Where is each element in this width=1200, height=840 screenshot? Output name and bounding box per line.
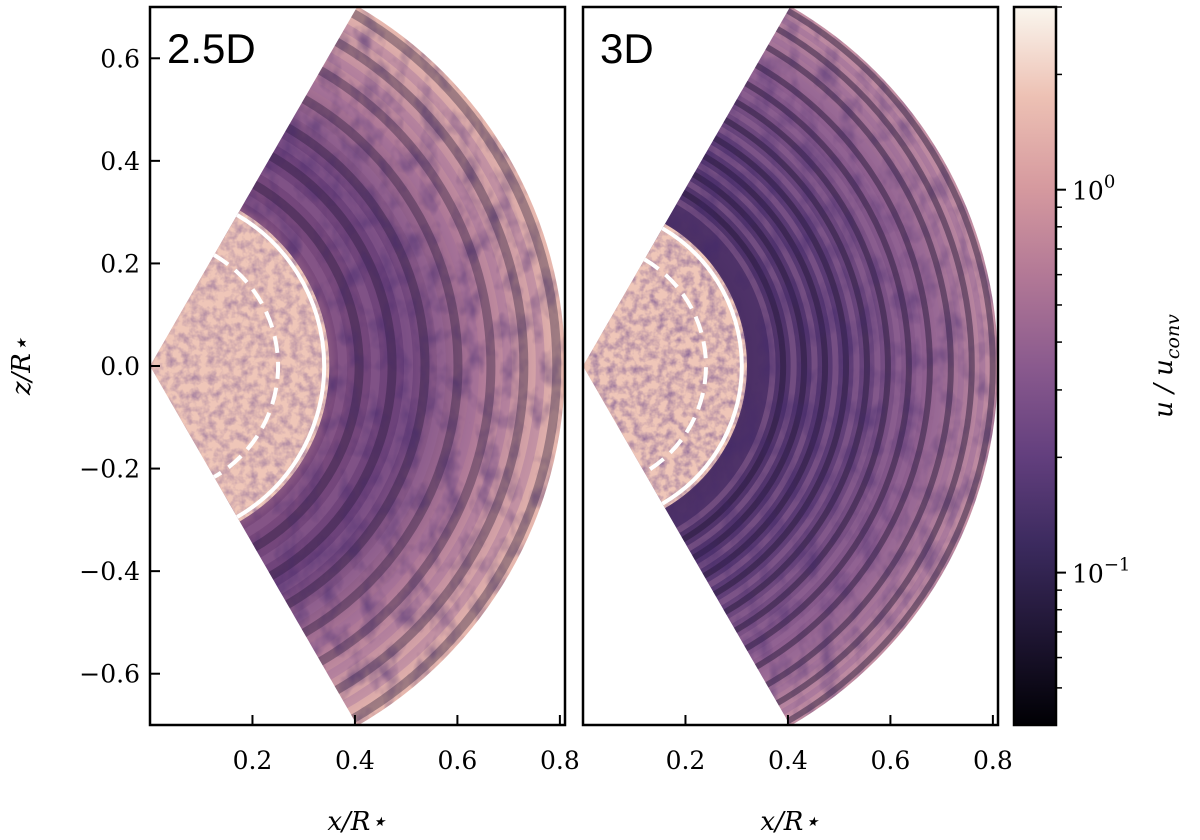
x-tick-label: 0.2 <box>233 746 273 775</box>
x-ticks: 0.2 0.4 0.6 0.8 <box>666 715 1013 775</box>
x-axis-label: x/R⋆ <box>760 807 819 837</box>
x-tick-label: 0.4 <box>335 746 375 775</box>
panel-2p5d: 2.5D 0.2 0.4 0.6 0.8 0.6 0.4 0.2 0.0 −0.2 −0.4 −0… <box>7 5 580 837</box>
x-ticks: 0.2 0.4 0.6 0.8 <box>233 715 580 775</box>
colorbar-gradient <box>1014 7 1056 725</box>
y-tick-label: 0.6 <box>100 44 140 73</box>
panel-3d: 3D 0.2 0.4 0.6 0.8 x/R⋆ <box>581 5 1013 837</box>
x-tick-label: 0.4 <box>768 746 808 775</box>
colorbar-tick-label: 10−1 <box>1072 555 1130 589</box>
colorbar-tick-label: 100 <box>1072 172 1115 206</box>
y-tick-label: 0.2 <box>100 249 140 278</box>
boundary-solid <box>236 213 327 519</box>
colorbar-ticks: 100 10−1 <box>1056 6 1130 689</box>
boundary-dashed <box>643 257 708 475</box>
boundary-solid <box>661 226 744 506</box>
y-tick-label: 0.4 <box>100 147 140 176</box>
colorbar-frame <box>1012 5 1058 727</box>
panel-label: 3D <box>600 25 654 72</box>
x-tick-label: 0.6 <box>438 746 478 775</box>
boundary-dashed <box>213 253 281 479</box>
panel-frame <box>581 5 1000 727</box>
y-tick-label: 0.0 <box>100 352 140 381</box>
x-tick-label: 0.8 <box>540 746 580 775</box>
colorbar-label: u / uconv <box>1149 314 1184 418</box>
x-tick-label: 0.8 <box>973 746 1013 775</box>
y-tick-label: −0.6 <box>79 660 140 689</box>
panel-label: 2.5D <box>167 25 256 72</box>
y-tick-label: −0.2 <box>79 455 140 484</box>
x-axis-label: x/R⋆ <box>327 807 386 837</box>
y-tick-label: −0.4 <box>79 557 140 586</box>
y-ticks: 0.6 0.4 0.2 0.0 −0.2 −0.4 −0.6 <box>79 44 160 689</box>
y-axis-label: z/R⋆ <box>7 337 37 396</box>
x-tick-label: 0.6 <box>871 746 911 775</box>
x-tick-label: 0.2 <box>666 746 706 775</box>
colorbar: 100 10−1 u / uconv <box>1012 5 1184 727</box>
